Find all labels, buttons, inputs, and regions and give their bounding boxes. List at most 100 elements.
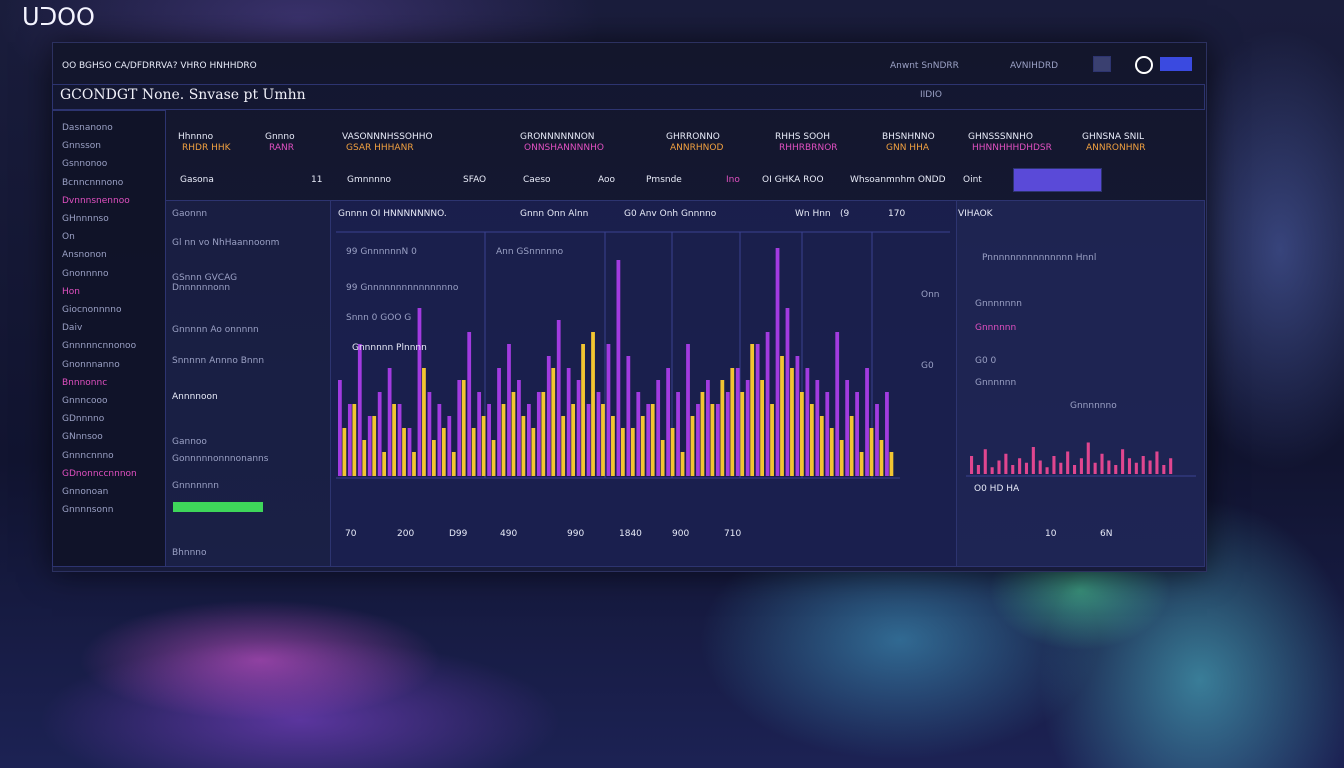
bar	[819, 416, 824, 476]
metric-label: BHSNHNNO	[882, 132, 935, 142]
bar	[825, 392, 830, 476]
bar	[526, 404, 531, 476]
bar	[521, 416, 526, 476]
metric-sub: RANR	[269, 143, 295, 153]
bar	[497, 368, 501, 476]
x-tick-label: 10	[1045, 529, 1057, 539]
bar	[417, 308, 422, 476]
bar	[427, 392, 432, 476]
bar	[780, 356, 784, 476]
chart-panel	[330, 200, 957, 567]
icon[interactable]	[1093, 56, 1111, 72]
bar	[1114, 465, 1118, 474]
bar	[1127, 458, 1132, 474]
nav-item: Bhnnno	[172, 548, 207, 558]
bar	[377, 392, 382, 476]
bar	[412, 452, 416, 476]
annotation: Ann GSnnnnno	[496, 247, 564, 257]
toggle[interactable]	[1013, 168, 1102, 192]
bar	[387, 368, 392, 476]
x-tick-label: 990	[567, 529, 585, 539]
sidebar-item: On	[62, 232, 75, 243]
bar	[457, 380, 462, 476]
sidebar-item: Daiv	[62, 323, 83, 334]
metric-label: Gnnno	[265, 132, 295, 142]
metric-sub: RHDR HHK	[182, 143, 231, 153]
bar	[976, 465, 980, 474]
metric-label: VASONNNHSSOHHO	[342, 132, 433, 142]
bar	[1121, 449, 1125, 474]
bar	[809, 404, 814, 476]
bar	[869, 428, 874, 476]
bar	[715, 404, 720, 476]
bar	[556, 320, 561, 476]
bar	[471, 428, 476, 476]
bar	[725, 392, 730, 476]
chart-header: (9	[840, 209, 850, 219]
bar	[745, 380, 750, 476]
bar	[835, 332, 840, 476]
decor-lines	[336, 231, 1196, 479]
tab: Ino	[726, 175, 740, 185]
bar	[1134, 462, 1138, 474]
bar	[1045, 467, 1049, 474]
tab: SFAO	[463, 175, 487, 185]
bar	[805, 368, 810, 476]
panel-row: Gnnnnnn	[975, 323, 1017, 333]
bar	[531, 428, 536, 476]
nav-item: Gnnnnn Ao onnnnn	[172, 325, 259, 335]
x-tick-label: D99	[449, 529, 468, 539]
bar	[650, 404, 655, 476]
bar	[1073, 465, 1077, 474]
panel-row: G0 0	[975, 356, 997, 366]
side-label: Onn	[921, 290, 940, 300]
bar	[686, 344, 690, 476]
bar	[676, 392, 680, 476]
tab: Aoo	[598, 175, 616, 185]
bar	[616, 260, 621, 476]
bar	[357, 344, 362, 476]
title-note: IIDIO	[920, 90, 942, 100]
bar	[620, 428, 625, 476]
bar	[666, 368, 671, 476]
sidebar-item: Gnnsson	[62, 141, 101, 152]
bar	[700, 392, 705, 476]
panel-title: VIHAOK	[958, 209, 993, 219]
chart-header: Gnnn Onn Alnn	[520, 209, 589, 219]
panel-row: Gnnnnnnn	[975, 299, 1022, 309]
settings-icon[interactable]	[1135, 56, 1153, 74]
metric-label: GRONNNNNNON	[520, 132, 595, 142]
nav-item: Gnnnnnnn	[172, 481, 219, 491]
bar	[447, 416, 452, 476]
switch[interactable]	[1160, 57, 1192, 71]
bar	[1038, 460, 1042, 474]
metric-label: RHHS SOOH	[775, 132, 831, 142]
bar	[740, 392, 745, 476]
bar	[352, 404, 357, 476]
bar	[1169, 458, 1173, 474]
bar	[501, 404, 506, 476]
bar	[875, 404, 879, 476]
nav-item: Gl nn vo NhHaannoonm	[172, 238, 280, 248]
bar	[487, 404, 491, 476]
bar	[342, 428, 347, 476]
nav-item: Gaonnn	[172, 209, 208, 219]
bar	[586, 404, 591, 476]
metric-label: GHRRONNO	[666, 132, 720, 142]
bar	[541, 392, 546, 476]
bar	[656, 380, 661, 476]
nav-item: Annnnoon	[172, 392, 218, 402]
bar	[970, 456, 974, 474]
bar	[511, 392, 516, 476]
sidebar-item: Gnonnnno	[62, 268, 109, 279]
x-tick-label: 70	[345, 529, 357, 539]
metric-sub: GSAR HHHANR	[346, 143, 414, 153]
status-text: OO BGHSO CA/DFDRRVA? VHRO HNHHDRO	[62, 61, 257, 71]
annotation: Snnn 0 GOO G	[346, 313, 412, 323]
metric-sub: HHNNHHHDHDSR	[972, 143, 1052, 153]
bar	[1059, 462, 1063, 474]
sidebar-item: Bnnnonnc	[62, 377, 108, 388]
bar	[879, 440, 884, 476]
bar	[566, 368, 571, 476]
bar	[660, 440, 665, 476]
